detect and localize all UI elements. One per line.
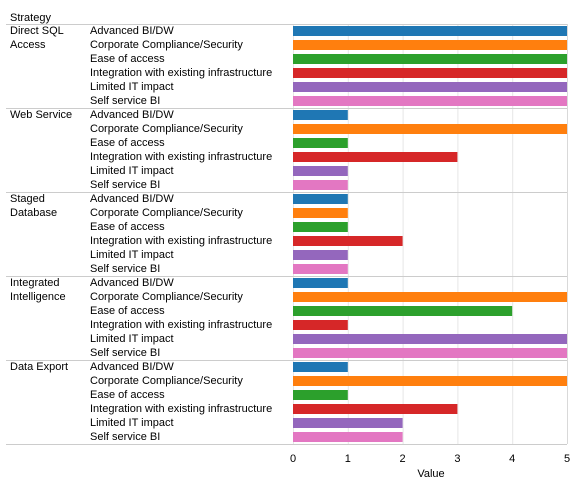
category-label: Corporate Compliance/Security <box>90 207 243 219</box>
group-label: Intelligence <box>10 291 66 303</box>
category-label: Self service BI <box>90 431 160 443</box>
category-label: Limited IT impact <box>90 249 174 261</box>
row-dimension-label: Strategy <box>10 12 51 24</box>
group-label: Integrated <box>10 277 60 289</box>
bar <box>293 110 348 120</box>
x-tick-label: 2 <box>400 453 406 465</box>
bar <box>293 250 348 260</box>
group-label: Access <box>10 39 46 51</box>
bar <box>293 264 348 274</box>
bar <box>293 68 567 78</box>
bar <box>293 292 567 302</box>
category-label: Ease of access <box>90 137 165 149</box>
category-label: Corporate Compliance/Security <box>90 123 243 135</box>
x-axis-title: Value <box>417 468 444 480</box>
x-axis: 0 1 2 3 4 5 <box>290 453 570 465</box>
category-label: Advanced BI/DW <box>90 109 174 121</box>
group-layer: Direct SQL Access Advanced BI/DW Corporate … <box>10 25 272 443</box>
category-label: Advanced BI/DW <box>90 277 174 289</box>
bar <box>293 138 348 148</box>
bar <box>293 278 348 288</box>
category-label: Corporate Compliance/Security <box>90 375 243 387</box>
category-label: Ease of access <box>90 221 165 233</box>
category-label: Limited IT impact <box>90 165 174 177</box>
category-label: Integration with existing infrastructure <box>90 319 272 331</box>
x-tick-label: 5 <box>564 453 570 465</box>
bar <box>293 222 348 232</box>
bar <box>293 152 458 162</box>
bar <box>293 82 567 92</box>
bar <box>293 306 513 316</box>
bar <box>293 180 348 190</box>
group-label: Database <box>10 207 57 219</box>
bar <box>293 418 403 428</box>
bar <box>293 334 567 344</box>
category-label: Self service BI <box>90 347 160 359</box>
group-label: Staged <box>10 193 45 205</box>
x-tick-label: 4 <box>509 453 515 465</box>
category-label: Advanced BI/DW <box>90 193 174 205</box>
bar <box>293 320 348 330</box>
bar <box>293 194 348 204</box>
bar <box>293 362 348 372</box>
bar <box>293 236 403 246</box>
category-label: Self service BI <box>90 179 160 191</box>
bar <box>293 390 348 400</box>
x-tick-label: 0 <box>290 453 296 465</box>
category-label: Ease of access <box>90 53 165 65</box>
bar <box>293 26 567 36</box>
grid-layer <box>6 24 568 445</box>
category-label: Integration with existing infrastructure <box>90 235 272 247</box>
category-label: Limited IT impact <box>90 417 174 429</box>
bar <box>293 208 348 218</box>
group-label: Data Export <box>10 361 68 373</box>
bar <box>293 54 567 64</box>
category-label: Integration with existing infrastructure <box>90 151 272 163</box>
category-label: Self service BI <box>90 95 160 107</box>
bar <box>293 376 567 386</box>
category-label: Self service BI <box>90 263 160 275</box>
bar <box>293 432 403 442</box>
category-label: Limited IT impact <box>90 333 174 345</box>
group-label: Direct SQL <box>10 25 64 37</box>
category-label: Integration with existing infrastructure <box>90 67 272 79</box>
category-label: Advanced BI/DW <box>90 361 174 373</box>
bar <box>293 404 458 414</box>
category-label: Corporate Compliance/Security <box>90 291 243 303</box>
category-label: Corporate Compliance/Security <box>90 39 243 51</box>
bar <box>293 348 567 358</box>
bar-layer <box>293 26 567 442</box>
category-label: Integration with existing infrastructure <box>90 403 272 415</box>
x-tick-label: 3 <box>454 453 460 465</box>
x-tick-label: 1 <box>345 453 351 465</box>
bar <box>293 40 567 50</box>
category-label: Ease of access <box>90 389 165 401</box>
category-label: Advanced BI/DW <box>90 25 174 37</box>
bar <box>293 124 567 134</box>
category-label: Ease of access <box>90 305 165 317</box>
bar <box>293 166 348 176</box>
bar <box>293 96 567 106</box>
group-label: Web Service <box>10 109 72 121</box>
category-label: Limited IT impact <box>90 81 174 93</box>
